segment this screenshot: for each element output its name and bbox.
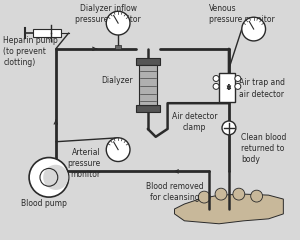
Text: Dialyzer inflow
pressure monitor: Dialyzer inflow pressure monitor — [75, 4, 141, 24]
Text: Arterial
pressure
monitor: Arterial pressure monitor — [67, 148, 100, 179]
FancyBboxPatch shape — [136, 58, 160, 65]
Circle shape — [215, 188, 227, 200]
Circle shape — [235, 84, 241, 89]
Circle shape — [213, 76, 219, 81]
Text: Air trap and
air detector: Air trap and air detector — [239, 78, 285, 99]
Circle shape — [235, 76, 241, 81]
Polygon shape — [175, 194, 283, 224]
Circle shape — [198, 191, 210, 203]
FancyBboxPatch shape — [136, 105, 160, 112]
Text: Blood removed
for cleansing: Blood removed for cleansing — [146, 182, 203, 202]
Circle shape — [106, 11, 130, 35]
Text: Clean blood
returned to
body: Clean blood returned to body — [241, 133, 286, 164]
Circle shape — [251, 190, 262, 202]
Circle shape — [233, 188, 245, 200]
Circle shape — [213, 84, 219, 89]
Circle shape — [106, 138, 130, 162]
Circle shape — [222, 121, 236, 135]
Text: Venous
pressure monitor: Venous pressure monitor — [209, 4, 275, 24]
Text: Blood pump: Blood pump — [21, 199, 67, 208]
FancyBboxPatch shape — [139, 65, 157, 105]
FancyBboxPatch shape — [115, 45, 121, 49]
FancyBboxPatch shape — [33, 29, 61, 37]
FancyBboxPatch shape — [219, 72, 235, 102]
Text: Dialyzer: Dialyzer — [101, 76, 133, 84]
Circle shape — [44, 165, 68, 189]
Text: Heparin pump
(to prevent
clotting): Heparin pump (to prevent clotting) — [3, 36, 58, 67]
Circle shape — [242, 17, 266, 41]
Text: Air detector
clamp: Air detector clamp — [172, 112, 217, 132]
Circle shape — [29, 158, 69, 197]
